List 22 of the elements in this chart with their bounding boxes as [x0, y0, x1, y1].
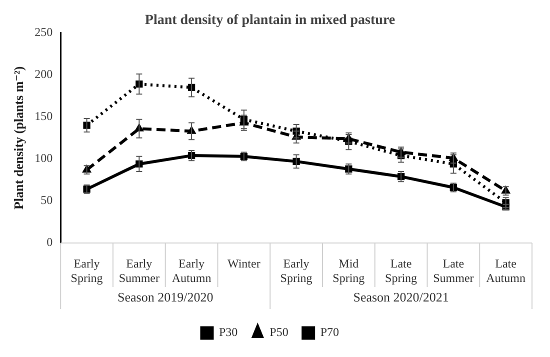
x-tick-label: Early Summer — [118, 256, 160, 285]
legend-label: P30 — [218, 325, 238, 340]
x-tick-label: Late Spring — [385, 256, 418, 285]
chart-title: Plant density of plantain in mixed pasture — [144, 13, 396, 28]
legend-label: P70 — [320, 325, 340, 340]
x-tick-label: Early Spring — [70, 256, 103, 285]
x-tick-label: Late Autumn — [486, 256, 526, 285]
y-tick-label: 150 — [34, 109, 53, 124]
x-tick-label: Early Spring — [280, 256, 312, 285]
x-tick-label: Winter — [228, 256, 260, 270]
x-tick-label: Late Summer — [433, 256, 474, 285]
x-tick-label: Mid Spring — [332, 256, 365, 285]
y-tick-label: 250 — [34, 24, 53, 39]
y-tick-label: 0 — [46, 235, 53, 250]
y-tick-label: 50 — [40, 193, 53, 208]
y-axis-title: Plant density (plants m⁻²) — [11, 66, 26, 210]
y-tick-label: 100 — [34, 151, 53, 166]
legend-label: P50 — [270, 325, 288, 340]
x-tick-label: Early Autumn — [172, 256, 212, 285]
y-tick-label: 200 — [34, 66, 53, 81]
text: Season 2020/2021 — [353, 289, 449, 304]
text: Season 2019/2020 — [118, 289, 214, 304]
